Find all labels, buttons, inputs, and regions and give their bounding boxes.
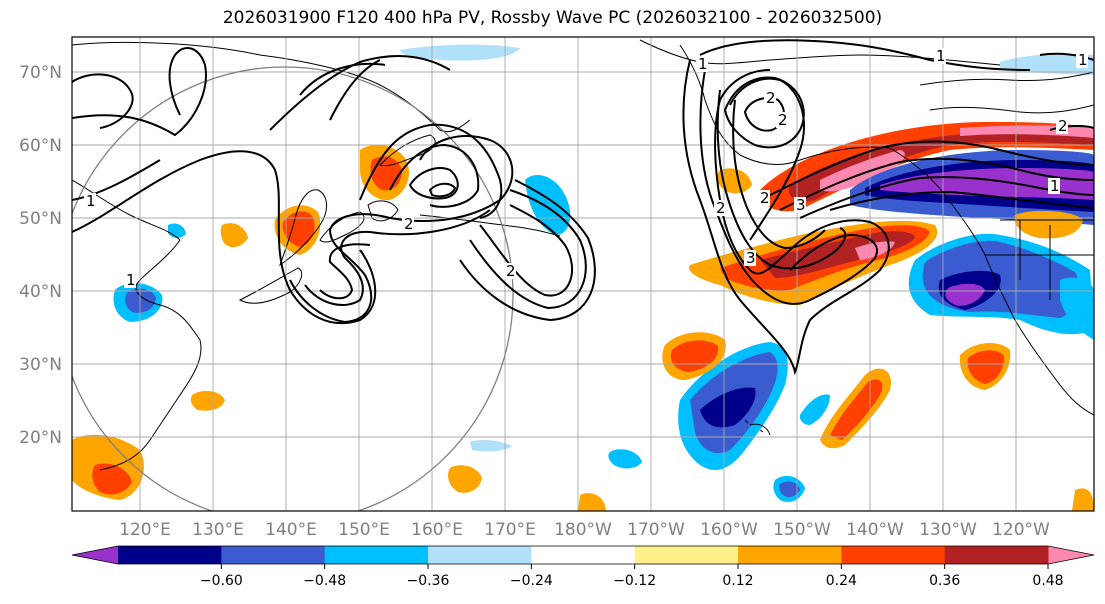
lat-label: 30°N: [19, 355, 62, 375]
colorbar-segment: [738, 546, 842, 564]
colorbar-tick-label: −0.60: [200, 573, 243, 589]
lon-label: 130°E: [192, 520, 244, 540]
contour-label: 2: [766, 89, 776, 107]
graticule: [72, 37, 1094, 511]
map-title: 2026031900 F120 400 hPa PV, Rossby Wave …: [222, 8, 883, 28]
lat-label: 60°N: [19, 136, 62, 156]
lon-label: 150°E: [338, 520, 390, 540]
lon-label: 160°E: [411, 520, 463, 540]
contour-label: 3: [746, 249, 756, 267]
coastlines: [72, 39, 1094, 471]
contour-label: 2: [506, 262, 516, 280]
positive-anomaly-jet-north: [760, 121, 1094, 212]
lon-label: 170°W: [627, 520, 685, 540]
colorbar-tick-label: 0.36: [929, 573, 960, 589]
contour-label: 2: [716, 199, 726, 217]
lon-label: 130°W: [919, 520, 977, 540]
lon-label: 180°W: [554, 520, 612, 540]
lat-label: 70°N: [19, 63, 62, 83]
colorbar-segment: [944, 546, 1049, 564]
longitude-labels: 120°E 130°E 140°E 150°E 160°E 170°E 180°…: [119, 520, 1050, 540]
contour-label: 2: [778, 111, 788, 129]
colorbar-tick-label: 0.24: [826, 573, 857, 589]
colorbar-segment: [221, 546, 326, 564]
colorbar-extend-right: [1048, 546, 1094, 564]
colorbar-segment: [324, 546, 429, 564]
contour-label: 1: [936, 47, 946, 65]
colorbar-extend-left: [72, 546, 118, 564]
colorbar-tick-label: −0.36: [407, 573, 450, 589]
colorbar-segment: [634, 546, 739, 564]
lon-label: 170°E: [484, 520, 536, 540]
colorbar-tick-label: −0.48: [303, 573, 346, 589]
colorbar-segment: [428, 546, 532, 564]
colorbar-tick-label: −0.24: [510, 573, 553, 589]
lon-label: 150°W: [773, 520, 831, 540]
colorbar-tick-label: 0.48: [1032, 573, 1063, 589]
colorbar-tick-label: −0.12: [613, 573, 656, 589]
contour-label: 2: [760, 189, 770, 207]
colorbar-segment: [118, 546, 222, 564]
contour-label: 1: [698, 55, 708, 73]
latitude-labels: 70°N 60°N 50°N 40°N 30°N 20°N: [19, 63, 62, 448]
contour-label: 1: [1050, 177, 1060, 195]
lon-label: 160°W: [700, 520, 758, 540]
lon-label: 140°E: [265, 520, 317, 540]
map-area: 1 2 2 1 2 3 2 3 1 1 2 1 2 1: [72, 37, 1094, 511]
lat-label: 50°N: [19, 209, 62, 229]
contour-label: 3: [796, 196, 806, 214]
colorbar-segment: [531, 546, 636, 564]
negative-anomaly-patch: [525, 175, 571, 235]
lon-label: 120°W: [992, 520, 1050, 540]
lon-label: 140°W: [846, 520, 904, 540]
contour-label: 1: [86, 192, 96, 210]
colorbar: −0.60 −0.48 −0.36 −0.24 −0.12 0.12 0.24 0.36 0.4…: [71, 545, 1095, 589]
lat-label: 20°N: [19, 428, 62, 448]
contour-label: 1: [1078, 51, 1088, 69]
contour-labels: 1 2 2 1 2 3 2 3 1 1 2 1 2 1: [84, 47, 1088, 289]
colorbar-segment: [841, 546, 946, 564]
colorbar-tick-label: 0.12: [722, 573, 753, 589]
lon-label: 120°E: [119, 520, 171, 540]
map-frame: [71, 36, 1095, 512]
contour-label: 2: [404, 215, 414, 233]
contour-label: 1: [126, 271, 136, 289]
contour-label: 2: [1058, 117, 1068, 135]
reference-circle: [72, 66, 514, 511]
lat-label: 40°N: [19, 282, 62, 302]
